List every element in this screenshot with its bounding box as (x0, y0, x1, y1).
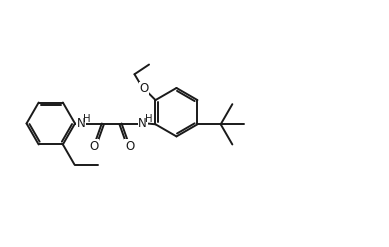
Text: O: O (89, 140, 98, 153)
Text: H: H (83, 114, 90, 124)
Text: H: H (145, 114, 152, 124)
Text: O: O (125, 140, 134, 153)
Text: O: O (140, 82, 149, 95)
Text: N: N (76, 117, 85, 130)
Text: N: N (138, 117, 147, 130)
